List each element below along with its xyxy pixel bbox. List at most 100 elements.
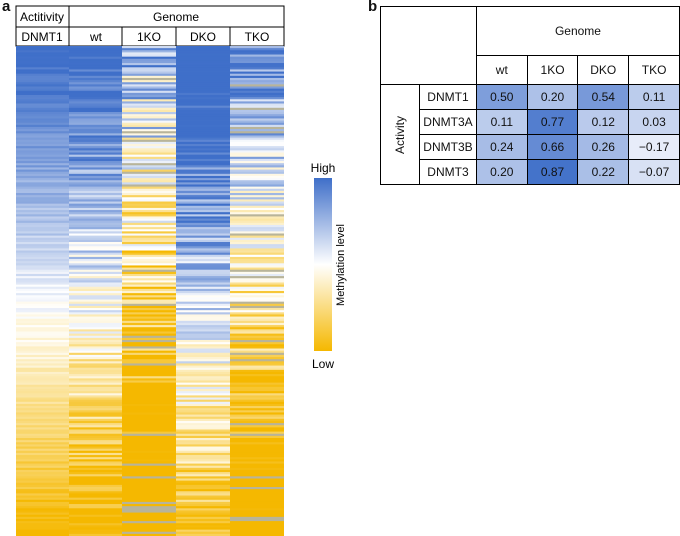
heatmap-cell xyxy=(16,361,69,364)
heatmap-cell xyxy=(16,112,69,115)
heatmap-cell xyxy=(230,382,284,386)
heatmap-cell xyxy=(122,220,176,224)
heatmap-cell xyxy=(122,482,176,486)
heatmap-cell xyxy=(122,46,176,49)
heatmap-cell xyxy=(230,261,284,264)
heatmap-cell xyxy=(176,499,230,503)
heatmap-cell xyxy=(69,105,122,109)
heatmap-cell xyxy=(69,259,122,262)
heatmap-cell xyxy=(122,359,176,362)
heatmap-cell xyxy=(230,480,284,484)
heatmap-cell xyxy=(16,431,69,435)
activity-header: Actitivity xyxy=(20,10,64,24)
heatmap-cell xyxy=(16,327,69,330)
heatmap-cell xyxy=(230,425,284,428)
heatmap-cell xyxy=(176,212,230,215)
heatmap-cell xyxy=(69,135,122,139)
heatmap-cell xyxy=(176,435,230,439)
heatmap-cell xyxy=(69,201,122,205)
heatmap-cell xyxy=(122,109,176,113)
heatmap-cell xyxy=(122,280,176,283)
heatmap-cell xyxy=(176,92,230,96)
heatmap-cell xyxy=(16,129,69,132)
heatmap-cell xyxy=(16,393,69,396)
heatmap-cell xyxy=(176,403,230,407)
heatmap-cell xyxy=(69,63,122,66)
heatmap-cell xyxy=(122,148,176,151)
heatmap-cell xyxy=(122,210,176,213)
heatmap-cell xyxy=(16,397,69,401)
heatmap-cell xyxy=(122,218,176,222)
heatmap-cell xyxy=(176,233,230,237)
heatmap-cell xyxy=(16,418,69,422)
heatmap-cell xyxy=(122,88,176,92)
heatmap-cell xyxy=(230,295,284,298)
heatmap-cell xyxy=(176,252,230,256)
heatmap-cell xyxy=(122,195,176,198)
heatmap-cell xyxy=(69,380,122,384)
panel-a-letter: a xyxy=(2,0,11,15)
heatmap-cell xyxy=(230,82,284,85)
heatmap-cell xyxy=(176,465,230,469)
heatmap-cell xyxy=(122,478,176,482)
heatmap-cell xyxy=(230,497,284,501)
heatmap-cell xyxy=(176,512,230,516)
heatmap-cell xyxy=(230,352,284,356)
heatmap-cell xyxy=(69,501,122,505)
heatmap-cell xyxy=(122,92,176,96)
heatmap-cell xyxy=(230,444,284,447)
heatmap-cell xyxy=(122,265,176,268)
heatmap-cell xyxy=(69,144,122,147)
heatmap-cell xyxy=(176,207,230,211)
heatmap-cell xyxy=(69,484,122,488)
heatmap-cell xyxy=(122,446,176,450)
heatmap-cell xyxy=(176,376,230,379)
heatmap-cell xyxy=(16,56,69,60)
heatmap-cell xyxy=(122,531,176,535)
heatmap-cell xyxy=(16,107,69,111)
heatmap-cell xyxy=(16,376,69,379)
heatmap-cell xyxy=(122,510,176,513)
heatmap-cell xyxy=(122,303,176,307)
heatmap-cell xyxy=(122,273,176,277)
heatmap-cell xyxy=(69,340,122,343)
heatmap-cell xyxy=(69,478,122,482)
heatmap-cell xyxy=(16,75,69,79)
heatmap-cell xyxy=(176,301,230,305)
heatmap-cell xyxy=(69,448,122,452)
heatmap-cell xyxy=(122,199,176,202)
table-activity-group: Activity xyxy=(379,84,421,185)
heatmap-cell xyxy=(69,461,122,464)
heatmap-cell xyxy=(69,316,122,320)
heatmap-cell xyxy=(69,84,122,87)
heatmap-cell xyxy=(122,133,176,136)
heatmap-cell xyxy=(122,352,176,356)
heatmap-cell xyxy=(230,401,284,405)
heatmap-cell xyxy=(16,297,69,300)
heatmap-cell xyxy=(176,152,230,156)
heatmap-cell xyxy=(16,369,69,373)
heatmap-cell xyxy=(230,131,284,134)
heatmap-cell xyxy=(122,205,176,209)
heatmap-cell xyxy=(122,504,176,507)
heatmap-cell xyxy=(122,414,176,418)
heatmap-cell xyxy=(16,459,69,462)
heatmap-cell xyxy=(16,152,69,156)
heatmap-cell xyxy=(122,442,176,445)
heatmap-cell xyxy=(69,463,122,467)
heatmap-cell xyxy=(176,135,230,139)
heatmap-cell xyxy=(176,80,230,83)
heatmap-cell xyxy=(69,216,122,219)
heatmap-cell xyxy=(230,158,284,162)
heatmap-cell xyxy=(16,335,69,339)
heatmap-cell xyxy=(69,533,122,536)
heatmap-cell xyxy=(122,448,176,452)
heatmap-cell xyxy=(69,525,122,528)
heatmap-cell xyxy=(122,487,176,490)
heatmap-cell xyxy=(69,178,122,181)
heatmap-cell xyxy=(176,114,230,117)
heatmap-cell xyxy=(230,342,284,345)
heatmap-cell xyxy=(122,161,176,164)
heatmap-cell xyxy=(69,344,122,347)
heatmap-cell xyxy=(230,365,284,369)
